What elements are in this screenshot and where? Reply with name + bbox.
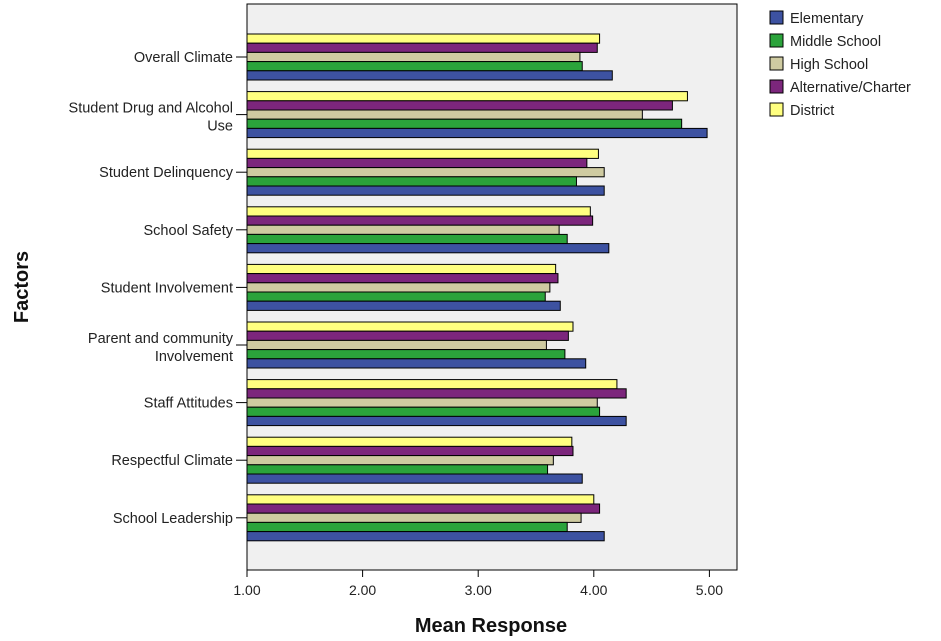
y-tick-label: Parent and community	[88, 331, 234, 347]
bar	[246, 127, 708, 139]
bar	[246, 436, 573, 447]
legend-label: Middle School	[790, 34, 881, 50]
bar	[246, 273, 559, 284]
bar	[246, 291, 546, 302]
bar	[246, 176, 577, 187]
bar	[246, 349, 566, 360]
legend-label: District	[790, 103, 834, 119]
y-tick-label: Respectful Climate	[111, 453, 233, 469]
bar	[246, 503, 601, 514]
x-axis: 1.00 2.00 3.00 4.00 5.00	[233, 570, 723, 598]
bar	[246, 339, 547, 351]
bar	[246, 206, 591, 217]
bar	[246, 415, 627, 427]
bar	[246, 263, 557, 275]
bar	[246, 70, 613, 81]
x-tick-label: 1.00	[233, 582, 260, 598]
y-tick-label: Staff Attitudes	[144, 396, 233, 412]
x-tick-label: 3.00	[465, 582, 492, 598]
bar	[246, 455, 554, 466]
bar	[246, 512, 582, 523]
bar	[246, 473, 583, 484]
bar	[246, 379, 618, 390]
bar	[246, 215, 594, 226]
bar	[246, 358, 587, 369]
x-axis-title: Mean Response	[415, 615, 567, 637]
bar	[246, 91, 688, 102]
bar	[246, 521, 568, 533]
y-tick-label: School Safety	[144, 223, 234, 239]
bar	[246, 300, 561, 311]
x-tick-label: 4.00	[580, 582, 607, 598]
bar	[246, 330, 569, 341]
bar	[246, 464, 549, 475]
y-tick-label: Involvement	[155, 349, 233, 365]
bar	[246, 321, 574, 332]
y-axis-title: Factors	[11, 251, 33, 323]
y-tick-label: Student Delinquency	[99, 165, 234, 181]
bar	[246, 388, 627, 399]
bar	[246, 51, 581, 63]
legend: Elementary Middle School High School Altern…	[769, 10, 911, 119]
bar	[246, 167, 605, 178]
y-axis: Overall Climate Student Drug and Alcohol U…	[69, 50, 247, 527]
legend-label: Alternative/Charter	[790, 80, 911, 96]
bar	[246, 224, 560, 235]
y-tick-label: School Leadership	[113, 511, 233, 527]
bar	[246, 157, 588, 169]
legend-swatch	[769, 33, 784, 48]
bar	[246, 282, 551, 293]
y-tick-label: Student Involvement	[101, 280, 233, 296]
bar	[246, 445, 574, 457]
bar	[246, 148, 599, 159]
bar	[246, 100, 673, 111]
y-tick-label: Student Drug and Alcohol	[69, 101, 233, 117]
bar	[246, 42, 598, 53]
legend-label: High School	[790, 57, 868, 73]
bar	[246, 406, 601, 417]
bar	[246, 185, 605, 196]
bar	[246, 397, 598, 408]
x-tick-label: 5.00	[696, 582, 723, 598]
y-tick-label: Overall Climate	[134, 50, 233, 66]
legend-swatch	[769, 10, 784, 25]
bar	[246, 61, 583, 72]
bars-group	[246, 33, 708, 542]
bar	[246, 118, 683, 129]
legend-swatch	[769, 56, 784, 71]
x-tick-label: 2.00	[349, 582, 376, 598]
legend-swatch	[769, 79, 784, 94]
bar	[246, 233, 568, 245]
bar	[246, 109, 643, 120]
bar	[246, 494, 595, 505]
bar	[246, 243, 610, 254]
bar	[246, 33, 601, 44]
legend-label: Elementary	[790, 11, 864, 27]
y-tick-label: Use	[207, 119, 233, 135]
legend-swatch	[769, 102, 784, 117]
bar	[246, 531, 605, 542]
